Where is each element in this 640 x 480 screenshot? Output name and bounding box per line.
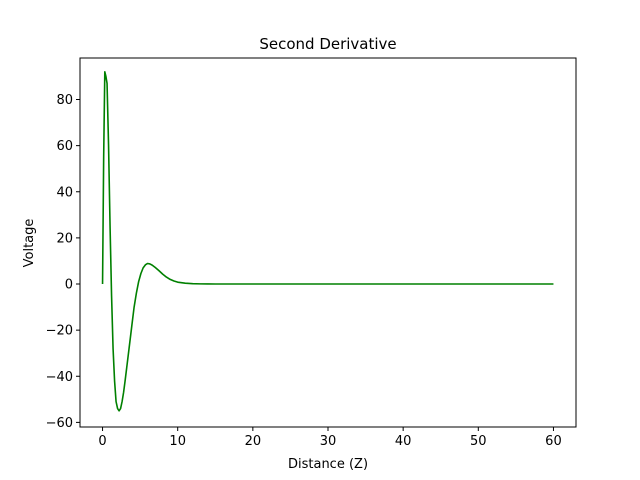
x-tick-label: 60 <box>545 434 562 449</box>
x-tick-label: 10 <box>169 434 186 449</box>
axes: 0 10 20 30 40 50 60 −60 −40 −20 0 20 40 60 80 <box>46 57 577 449</box>
x-tick-label: 40 <box>395 434 412 449</box>
x-tick-label: 0 <box>98 434 106 449</box>
chart-title: Second Derivative <box>259 35 396 53</box>
y-tick-label: 60 <box>56 139 73 154</box>
x-tick-label: 30 <box>320 434 337 449</box>
series-line-0 <box>101 71 554 412</box>
y-tick-label: −40 <box>46 370 73 385</box>
y-tick-label: 40 <box>56 185 73 200</box>
y-tick-label: −60 <box>46 416 73 431</box>
y-tick-label: 20 <box>56 231 73 246</box>
x-tick-label: 20 <box>245 434 262 449</box>
x-axis-label: Distance (Z) <box>288 457 368 472</box>
y-tick-label: 80 <box>56 93 73 108</box>
x-tick-label: 50 <box>470 434 487 449</box>
y-tick-label: 0 <box>65 278 73 293</box>
y-axis-label: Voltage <box>22 219 37 268</box>
y-tick-label: −20 <box>46 324 73 339</box>
